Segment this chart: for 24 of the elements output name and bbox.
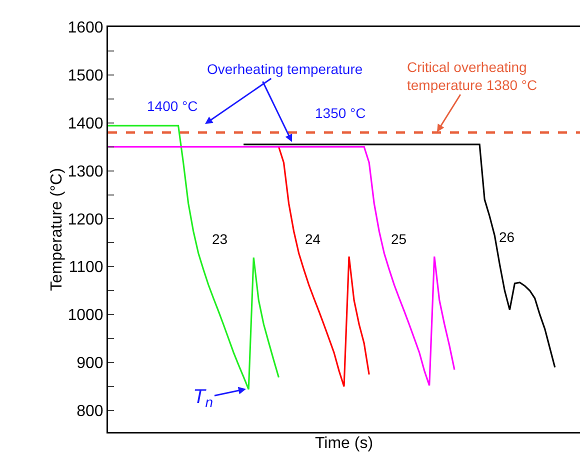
y-tick-label: 1200	[68, 211, 104, 228]
x-axis-title: Time (s)	[314, 434, 374, 452]
y-tick-label: 1300	[68, 163, 104, 180]
annotation: 25	[391, 231, 407, 247]
y-tick-label: 1500	[68, 68, 104, 85]
ref-line-label: Critical overheating temperature 1380 °C	[407, 59, 538, 94]
y-tick-label: 1000	[68, 307, 104, 324]
line-series	[242, 144, 556, 368]
line-series	[278, 146, 370, 388]
annotation: 23	[212, 231, 228, 247]
line-series	[108, 124, 280, 390]
y-tick-label: 1400	[68, 115, 104, 132]
y-tick-label: 800	[76, 403, 104, 420]
y-axis-title: Temperature (°C)	[48, 168, 66, 291]
line-series	[108, 146, 456, 386]
annotation: T$_{n}$	[193, 386, 214, 410]
annotation: Overheating temperature	[207, 61, 363, 77]
annotation: 1400 °C	[147, 98, 198, 114]
annotation: 24	[305, 231, 321, 247]
y-tick-label: 900	[76, 355, 104, 372]
y-tick-label: 1600	[68, 20, 104, 37]
annotation: 1350 °C	[315, 105, 366, 121]
y-tick-label: 1100	[68, 259, 104, 276]
annotation: 26	[499, 229, 515, 245]
